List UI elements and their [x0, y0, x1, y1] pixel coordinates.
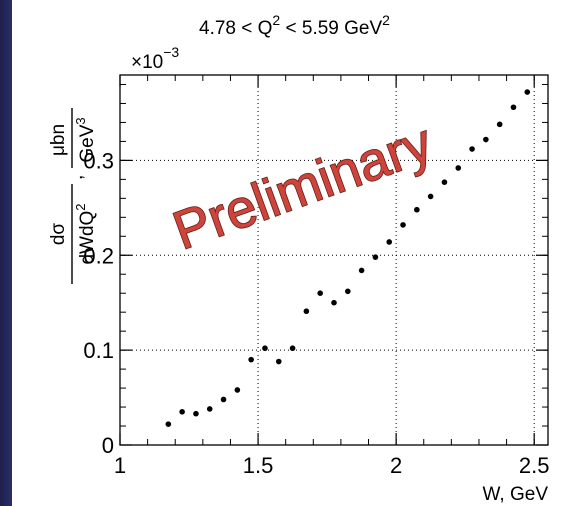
data-point	[317, 290, 323, 296]
y-tick-label: 0.3	[83, 148, 114, 173]
ylabel-numerator: dσ	[48, 223, 69, 246]
title-mid: < 5.59 GeV	[280, 18, 382, 39]
data-point	[359, 268, 365, 274]
data-point	[400, 222, 406, 228]
y-multiplier: ×10−3	[131, 44, 179, 73]
y-tick-label: 0	[102, 433, 114, 458]
data-point	[304, 308, 310, 314]
x-tick-label: 2.5	[519, 453, 550, 478]
data-point	[386, 239, 392, 245]
data-point	[483, 137, 489, 143]
tick-marks	[120, 75, 548, 445]
title-sup-1: 2	[272, 12, 280, 28]
data-point	[221, 397, 227, 403]
y-multiplier-base: ×10	[131, 52, 163, 73]
ylabel-denominator-sup: 2	[73, 203, 88, 210]
data-point	[511, 104, 517, 110]
data-point	[469, 146, 475, 152]
data-point	[290, 345, 296, 351]
chart-title: 4.78 < Q2 < 5.59 GeV2	[199, 12, 390, 39]
data-point	[207, 406, 213, 412]
data-point	[248, 357, 254, 363]
data-point	[193, 411, 199, 417]
x-tick-label: 2	[390, 453, 402, 478]
ylabel-unit-numerator: μbn	[48, 124, 69, 156]
y-multiplier-exponent: −3	[163, 44, 179, 60]
data-point	[331, 300, 337, 306]
data-point	[442, 179, 448, 185]
x-tick-label: 1.5	[243, 453, 274, 478]
data-point	[373, 254, 379, 260]
data-point	[414, 207, 420, 213]
data-point	[497, 122, 503, 128]
x-tick-label: 1	[114, 453, 126, 478]
data-point	[345, 289, 351, 295]
data-point	[235, 387, 241, 393]
ylabel-comma: ,	[66, 175, 87, 180]
y-tick-label: 0.1	[83, 338, 114, 363]
title-lhs: 4.78 < Q	[199, 18, 272, 39]
preliminary-watermark: Preliminary	[166, 113, 440, 262]
data-point	[276, 359, 282, 365]
ylabel-unit-denominator-sup: 3	[73, 117, 88, 124]
y-tick-label: 0.2	[83, 243, 114, 268]
data-point	[428, 194, 434, 200]
data-point	[524, 89, 530, 95]
grid-lines	[120, 75, 548, 445]
plot-frame	[120, 75, 548, 445]
data-point	[166, 421, 172, 427]
data-point	[262, 345, 268, 351]
data-point	[179, 409, 185, 415]
axes	[120, 75, 548, 445]
x-axis-label: W, GeV	[483, 484, 549, 505]
data-point	[455, 165, 461, 171]
title-sup-2: 2	[382, 12, 390, 28]
